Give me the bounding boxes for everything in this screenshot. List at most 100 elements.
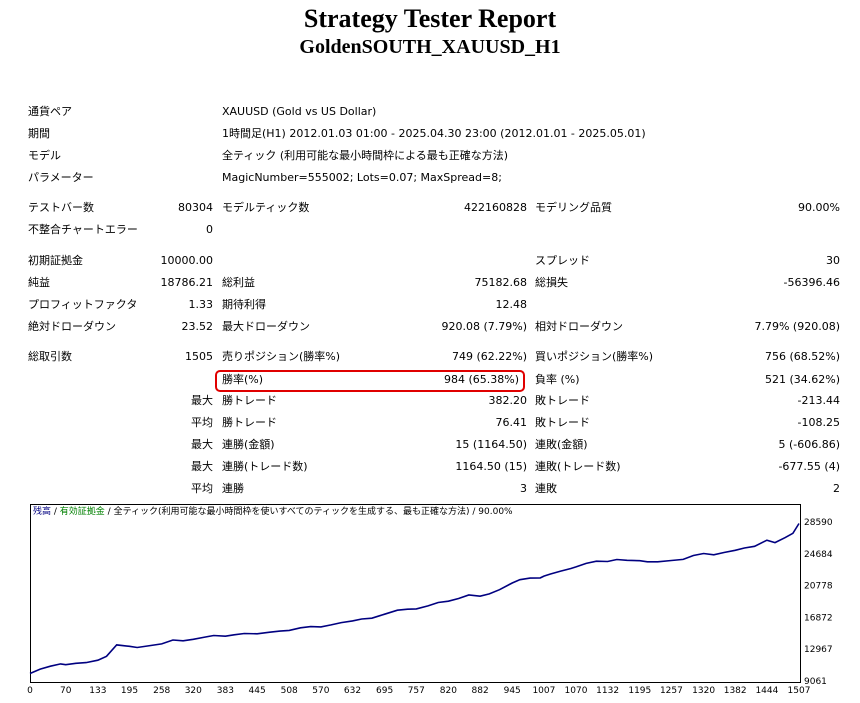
legend-sep-2: /	[104, 507, 114, 517]
x-tick-label: 1507	[788, 686, 811, 696]
report-title: Strategy Tester Report	[303, 4, 557, 33]
model-quality-value: 90.00%	[798, 201, 840, 214]
pf-value: 1.33	[188, 298, 214, 311]
abs-dd-label: 絶対ドローダウン	[28, 320, 116, 333]
x-tick-label: 258	[153, 686, 170, 696]
max-dd-label: 最大ドローダウン	[222, 320, 310, 333]
legend-balance: 残高	[33, 507, 52, 517]
model-value: 全ティック (利用可能な最小時間枠による最も正確な方法)	[222, 149, 509, 162]
avg-loss-value: -108.25	[797, 416, 840, 429]
max-word-3: 最大	[191, 460, 213, 473]
largest-win-label: 勝トレード	[222, 394, 277, 407]
pair-label: 通貨ペア	[28, 105, 72, 118]
rel-dd-value: 7.79% (920.08)	[754, 320, 840, 333]
net-label: 純益	[28, 276, 50, 289]
lossrate-value: 521 (34.62%)	[764, 373, 840, 386]
balance-chart	[30, 504, 801, 683]
x-tick-label: 1195	[628, 686, 651, 696]
pair-value: XAUUSD (Gold vs US Dollar)	[222, 105, 377, 118]
x-tick-label: 882	[472, 686, 489, 696]
x-tick-label: 945	[504, 686, 521, 696]
max-cons-wins-value: 15 (1164.50)	[455, 438, 527, 451]
bars-label: テストバー数	[28, 201, 94, 214]
balance-series-line	[29, 523, 800, 675]
x-tick-label: 195	[121, 686, 138, 696]
trades-value: 1505	[185, 350, 213, 363]
avg-win-value: 76.41	[495, 416, 528, 429]
params-label: パラメーター	[28, 171, 94, 184]
pf-label: プロフィットファクタ	[28, 298, 138, 311]
long-label: 買いポジション(勝率%)	[535, 350, 654, 363]
mismatch-value: 0	[206, 223, 213, 236]
x-tick-label: 70	[60, 686, 72, 696]
max-cons-profit-label: 連勝(トレード数)	[222, 460, 308, 473]
x-tick-label: 1257	[660, 686, 683, 696]
avg-cons-wins-value: 3	[520, 482, 527, 495]
lossrate-label: 負率 (%)	[535, 373, 580, 386]
x-tick-label: 1070	[565, 686, 588, 696]
avg-loss-label: 敗トレード	[535, 416, 590, 429]
report-subtitle: GoldenSOUTH_XAUUSD_H1	[299, 36, 561, 58]
max-cons-loss-value: -677.55 (4)	[778, 460, 840, 473]
rel-dd-label: 相対ドローダウン	[535, 320, 623, 333]
x-tick-label: 1132	[596, 686, 619, 696]
long-value: 756 (68.52%)	[764, 350, 840, 363]
legend-sep-3: /	[469, 507, 479, 517]
spread-value: 30	[826, 254, 840, 267]
max-dd-value: 920.08 (7.79%)	[441, 320, 527, 333]
avg-word: 平均	[191, 416, 213, 429]
avg-win-label: 勝トレード	[222, 416, 277, 429]
x-tick-label: 133	[89, 686, 106, 696]
bars-value: 80304	[178, 201, 213, 214]
chart-legend: 残高 / 有効証拠金 / 全ティック(利用可能な最小時間枠を使いすべてのティック…	[33, 507, 513, 518]
gross-profit-value: 75182.68	[474, 276, 528, 289]
y-tick-label: 9061	[804, 677, 827, 687]
x-tick-label: 383	[217, 686, 234, 696]
short-value: 749 (62.22%)	[451, 350, 527, 363]
x-tick-label: 1320	[692, 686, 715, 696]
winrate-highlight	[215, 370, 525, 392]
expected-value: 12.48	[495, 298, 528, 311]
avg-cons-losses-value: 2	[833, 482, 840, 495]
gross-loss-value: -56396.46	[783, 276, 840, 289]
largest-loss-value: -213.44	[797, 394, 840, 407]
expected-label: 期待利得	[222, 298, 266, 311]
x-tick-label: 820	[440, 686, 457, 696]
x-tick-label: 0	[27, 686, 33, 696]
winrate-label: 勝率(%)	[222, 373, 264, 386]
mismatch-label: 不整合チャートエラー	[28, 223, 138, 236]
y-tick-label: 12967	[804, 645, 833, 655]
x-tick-label: 695	[376, 686, 393, 696]
legend-quality: 90.00%	[478, 507, 513, 517]
model-label: モデル	[28, 149, 61, 162]
deposit-value: 10000.00	[160, 254, 214, 267]
x-tick-label: 1007	[532, 686, 555, 696]
model-ticks-value: 422160828	[464, 201, 527, 214]
legend-sep-1: /	[51, 507, 60, 517]
gross-loss-label: 総損失	[535, 276, 568, 289]
model-ticks-label: モデルティック数	[222, 201, 310, 214]
x-tick-label: 320	[185, 686, 202, 696]
y-tick-label: 16872	[804, 613, 833, 623]
x-tick-label: 757	[408, 686, 425, 696]
x-tick-label: 570	[312, 686, 329, 696]
trades-label: 総取引数	[28, 350, 72, 363]
x-tick-label: 632	[344, 686, 361, 696]
net-value: 18786.21	[160, 276, 214, 289]
largest-loss-label: 敗トレード	[535, 394, 590, 407]
legend-model: 全ティック(利用可能な最小時間枠を使いすべてのティックを生成する、最も正確な方法…	[113, 507, 470, 517]
max-cons-profit-value: 1164.50 (15)	[455, 460, 527, 473]
spread-label: スプレッド	[535, 254, 590, 267]
winrate-value: 984 (65.38%)	[443, 373, 519, 386]
max-cons-loss-label: 連敗(トレード数)	[535, 460, 621, 473]
y-tick-label: 28590	[804, 518, 833, 528]
avg-cons-wins-label: 連勝	[222, 482, 244, 495]
max-word: 最大	[191, 394, 213, 407]
avg-word-2: 平均	[191, 482, 213, 495]
max-cons-losses-label: 連敗(金額)	[535, 438, 588, 451]
model-quality-label: モデリング品質	[535, 201, 612, 214]
avg-cons-losses-label: 連敗	[535, 482, 557, 495]
x-tick-label: 1382	[724, 686, 747, 696]
gross-profit-label: 総利益	[222, 276, 255, 289]
